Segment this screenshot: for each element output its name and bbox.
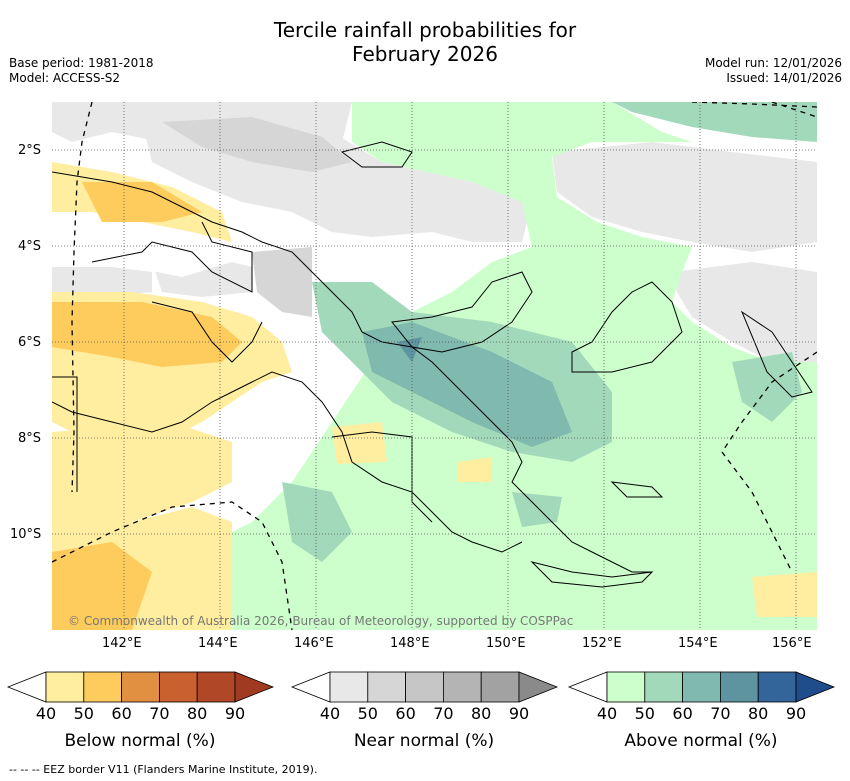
- lon-label: 146°E: [294, 636, 334, 651]
- lon-label: 142°E: [102, 636, 142, 651]
- legend-title-above: Above normal (%): [624, 731, 778, 751]
- colorbar-tick-label: 90: [508, 704, 530, 723]
- lon-label: 156°E: [772, 636, 812, 651]
- colorbar-tick-label: 80: [748, 704, 769, 723]
- map-title: Tercile rainfall probabilities for Febru…: [0, 18, 850, 66]
- colorbar-above-normal: [567, 671, 836, 703]
- colorbar-cell: [367, 671, 406, 703]
- model-run: Model run: 12/01/2026: [704, 56, 842, 70]
- colorbar-cell: [405, 671, 444, 703]
- colorbar-cell: [644, 671, 683, 703]
- colorbar-tick-label: 80: [471, 704, 492, 723]
- model-name: Model: ACCESS-S2: [9, 71, 121, 85]
- meta-right: Model run: 12/01/2026 Issued: 14/01/2026: [705, 56, 842, 86]
- colorbar-tick-label: 80: [187, 704, 208, 723]
- lon-label: 154°E: [678, 636, 718, 651]
- colorbar-tick-label: 50: [634, 704, 655, 723]
- lat-label: 6°S: [18, 335, 42, 350]
- colorbar-tick-label: 40: [35, 704, 57, 723]
- colorbar-near-normal: [290, 671, 559, 703]
- above-normal-regions: [52, 102, 817, 630]
- colorbar-cell: [121, 671, 160, 703]
- colorbar-tick-label: 60: [672, 704, 693, 723]
- colorbar-tick-label: 60: [111, 704, 132, 723]
- colorbar-below-normal: [6, 671, 275, 703]
- colorbar-cell: [682, 671, 721, 703]
- colorbar-cell: [480, 671, 520, 703]
- lat-label: 2°S: [18, 143, 42, 158]
- colorbar-tick-label: 50: [73, 704, 94, 723]
- colorbar-extend-high: [234, 671, 275, 703]
- base-period: Base period: 1981-2018: [9, 56, 154, 70]
- colorbar-extend-low: [567, 671, 608, 703]
- colorbar-extend-low: [6, 671, 47, 703]
- colorbar-tick-label: 40: [596, 704, 618, 723]
- eez-footnote: -- -- -- EEZ border V11 (Flanders Marine…: [9, 763, 318, 776]
- grid: [52, 102, 817, 630]
- colorbar-tick-label: 40: [319, 704, 341, 723]
- colorbar-tick-label: 90: [785, 704, 807, 723]
- colorbar-cell: [329, 671, 369, 703]
- colorbar-tick-label: 60: [395, 704, 416, 723]
- meta-left: Base period: 1981-2018 Model: ACCESS-S2: [9, 56, 154, 86]
- lon-label: 144°E: [198, 636, 238, 651]
- colorbar-tick-label: 90: [224, 704, 246, 723]
- colorbar-tick-label: 70: [149, 704, 170, 723]
- legend-title-near: Near normal (%): [353, 731, 495, 751]
- lon-label: 148°E: [390, 636, 430, 651]
- copyright-text: © Commonwealth of Australia 2026, Bureau…: [68, 614, 574, 628]
- title-line-2: February 2026: [352, 42, 498, 66]
- probability-map: [52, 102, 817, 630]
- colorbar-cell: [606, 671, 646, 703]
- issued-date: Issued: 14/01/2026: [726, 71, 842, 85]
- title-line-1: Tercile rainfall probabilities for: [273, 18, 577, 42]
- lon-label: 152°E: [582, 636, 622, 651]
- colorbar-cell: [45, 671, 85, 703]
- colorbar-extend-low: [290, 671, 331, 703]
- below-normal-regions: [52, 152, 817, 630]
- colorbar-cell: [158, 671, 198, 703]
- lat-label: 8°S: [18, 431, 42, 446]
- legend-title-below: Below normal (%): [64, 731, 216, 751]
- colorbar-cell: [757, 671, 797, 703]
- colorbar-cell: [720, 671, 759, 703]
- colorbar-cell: [83, 671, 123, 703]
- colorbar-tick-label: 70: [433, 704, 454, 723]
- colorbar-tick-label: 70: [710, 704, 731, 723]
- colorbar-extend-high: [795, 671, 836, 703]
- colorbar-cell: [196, 671, 236, 703]
- lon-label: 150°E: [486, 636, 526, 651]
- lat-label: 10°S: [10, 527, 42, 542]
- province-borders: [52, 221, 433, 523]
- coastlines: [52, 141, 813, 588]
- eez-borders: [52, 102, 817, 630]
- colorbar-tick-label: 50: [357, 704, 378, 723]
- colorbar-extend-high: [518, 671, 559, 703]
- colorbars: [6, 671, 836, 703]
- lat-label: 4°S: [18, 239, 42, 254]
- colorbar-cell: [442, 671, 482, 703]
